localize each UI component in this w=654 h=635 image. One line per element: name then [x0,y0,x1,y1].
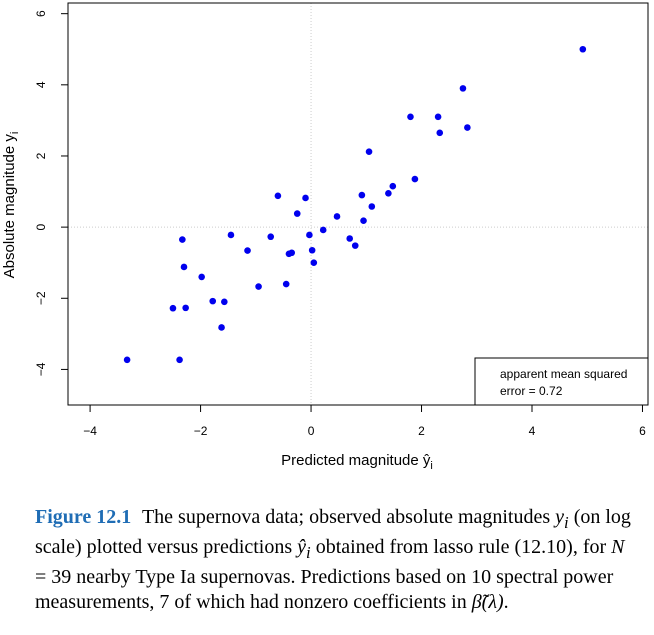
data-point [436,129,444,137]
data-point [176,356,183,364]
data-point [310,259,318,266]
y-tick-label: 6 [34,10,48,17]
caption-beta: β̃(λ) [471,591,504,613]
x-tick-label: −4 [83,424,97,438]
data-point [464,124,471,131]
caption-yi: yi [555,506,569,532]
y-tick-label: 0 [34,223,48,230]
data-point [179,236,186,243]
figure-label: Figure 12.1 [35,506,132,528]
caption-text-2: (on log scale) plotted versus prediction… [35,506,631,558]
x-axis-title: Predicted magnitude ŷi [281,452,433,472]
data-point [198,273,205,281]
data-point [306,231,313,239]
x-tick-label: 2 [418,424,425,438]
data-point [209,297,217,305]
data-point [360,217,367,225]
x-tick-label: 0 [308,424,315,438]
data-point [302,194,309,202]
plot-frame [67,2,649,406]
data-point [308,246,316,254]
data-point [579,45,587,53]
data-point [346,235,354,242]
legend-line-1: apparent mean squared [500,367,627,381]
data-point [368,203,376,210]
data-point [358,191,366,199]
data-point [319,226,327,234]
caption-end: . [503,591,509,613]
y-tick-label: −2 [34,291,48,305]
x-tick-label: −2 [194,424,208,438]
caption-text-1: The supernova data; observed absolute ma… [141,506,551,528]
caption-yhat: ŷi [297,536,311,562]
x-tick-label: 4 [529,424,536,438]
legend-line-2: error = 0.72 [500,384,563,398]
caption-n: N [611,536,625,558]
figure-caption: Figure 12.1 The supernova data; observed… [35,505,635,615]
data-point [293,210,301,217]
data-point [221,298,228,306]
data-point [407,113,414,121]
y-tick-label: −4 [34,362,48,376]
data-point [282,280,290,288]
y-tick-label: 4 [34,81,48,88]
data-point [459,85,467,92]
data-point [333,213,341,220]
data-point [288,249,296,257]
data-point [351,242,359,249]
data-point [274,192,282,200]
data-point [365,148,373,156]
y-tick-label: 2 [34,152,48,159]
legend-box: apparent mean squared error = 0.72 [474,357,649,406]
data-point [123,356,131,364]
data-point [255,283,262,290]
data-point [227,231,235,239]
data-point [218,324,225,331]
data-point [434,113,442,121]
data-point [385,190,392,197]
data-point [180,263,188,271]
data-point [182,304,189,312]
caption-text-3: obtained from lasso rule (12.10), for [315,536,607,558]
data-point [169,304,177,312]
x-tick-label: 6 [639,424,646,438]
data-point [244,247,251,254]
data-point [411,175,419,183]
caption-text-4: = 39 nearby Type Ia supernovas. Predicti… [35,566,614,613]
y-axis-title: Absolute magnitude yi [1,132,21,279]
scatter-plot: −4 −2 0 2 4 6 −4 −2 0 2 4 6 apparent mean squared … [1,2,649,472]
data-point [267,233,275,241]
data-point [389,182,397,190]
